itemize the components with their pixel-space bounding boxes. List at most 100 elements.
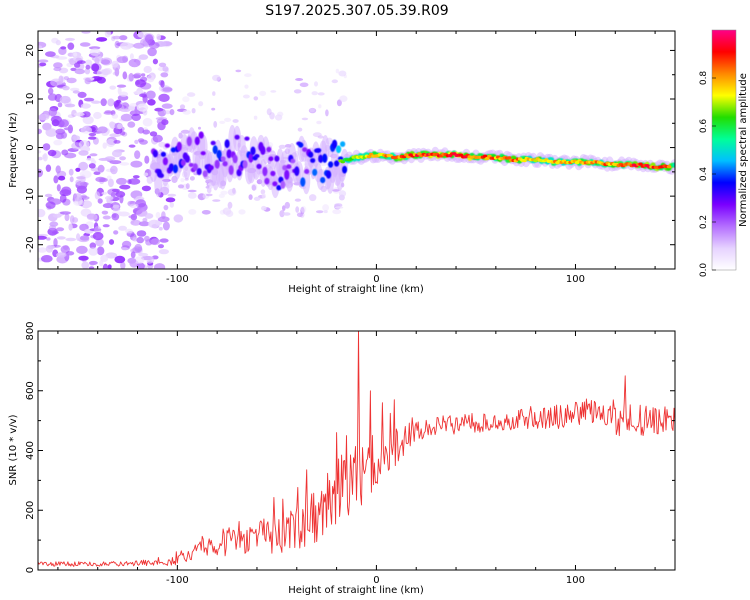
spectrogram-speckle [82,115,94,125]
spectrogram-speckle [163,204,169,211]
spectrogram-ytick-label: 20 [25,44,36,57]
spectrogram-speckle [59,194,67,203]
spectrogram-speckle [38,150,42,154]
spectrogram-speckle [334,203,343,208]
spectrogram-speckle [111,60,119,68]
spectrogram-ridge-cell [284,169,290,180]
spectrogram-speckle [39,62,47,67]
spectrogram-speckle [128,58,141,68]
spectrogram-ridge-cell [260,145,266,155]
spectrogram-ridge-cell [332,139,338,149]
spectrogram-ridge-cell [322,153,328,163]
spectrogram-speckle [323,210,328,214]
spectrogram-speckle [63,245,69,251]
spectrogram-speckle [104,110,113,114]
spectrogram-speckle [89,48,101,56]
spectrogram-speckle [56,236,66,240]
spectrogram-speckle [269,112,275,120]
spectrogram-speckle [50,78,63,87]
spectrogram-ridge-cell [672,162,675,168]
spectrogram-speckle [301,117,309,121]
spectrogram-speckle [55,132,64,140]
spectrogram-ridge-cell [310,158,316,163]
spectrogram-speckle [84,68,91,75]
spectrogram-speckle [78,140,90,149]
spectrogram-speckle [111,213,120,221]
spectrogram-speckle [55,39,61,46]
spectrogram-speckle [147,99,156,106]
spectrogram-speckle [232,187,236,194]
spectrogram-ridge-cell [268,156,274,162]
spectrogram-ridge-cell [216,149,222,159]
spectrogram-speckle [188,209,197,215]
spectrogram-speckle [224,117,232,122]
spectrogram-speckle [113,140,121,144]
spectrogram-ridge-cell [342,165,348,174]
spectrogram-speckle [212,74,221,82]
spectrogram-speckle [45,128,57,137]
snr-ytick-label: 0 [25,567,36,573]
spectrogram-speckle [73,193,83,202]
spectrogram-speckle [335,68,340,74]
spectrogram-ytick-label: -20 [25,237,36,253]
spectrogram-speckle [293,89,302,94]
spectrogram-speckle [78,150,89,156]
snr-xlabel: Height of straight line (km) [288,585,424,596]
spectrogram-speckle [248,194,253,200]
spectrogram-speckle [295,206,300,213]
spectrogram-speckle [128,178,141,185]
spectrogram-speckle [74,68,86,75]
spectrogram-ridge-cell [326,170,332,179]
spectrogram-speckle [134,256,145,264]
spectrogram-speckle [93,171,101,175]
spectrogram-speckle [132,175,140,179]
spectrogram-ytick-label: 10 [25,93,36,106]
spectrogram-speckle [53,238,58,247]
spectrogram-speckle [132,246,143,254]
spectrogram-speckle [101,191,108,195]
spectrogram-speckle [260,189,266,195]
spectrogram-ridge-cell [228,165,234,176]
spectrogram-speckle [97,126,108,134]
spectrogram-speckle [88,163,96,169]
spectrogram-speckle [322,204,329,212]
spectrogram-speckle [119,35,128,41]
spectrogram-speckle [295,78,304,81]
spectrogram-speckle [244,84,249,89]
spectrogram-speckle [112,35,122,40]
spectrogram-speckle [138,54,149,60]
spectrogram-speckle [53,139,63,146]
spectrogram-speckle [129,53,134,60]
spectrogram-speckle [38,208,46,218]
spectrogram-speckle [259,90,267,97]
spectrogram-speckle [104,31,111,38]
spectrogram-speckle [152,134,163,143]
colorbar-tick-label: 0.8 [699,71,709,86]
spectrogram-ridge-cell [304,169,310,174]
spectrogram-speckle [105,252,118,259]
spectrogram-speckle [186,92,196,97]
spectrogram-speckle [85,59,93,66]
spectrogram-speckle [96,246,105,256]
spectrogram-speckle [118,225,127,231]
spectrogram-speckle [111,149,122,158]
spectrogram-ridge-cell [164,143,170,148]
spectrogram-speckle [130,219,141,226]
colorbar-frame [711,29,737,271]
spectrogram-speckle [187,189,197,193]
spectrogram-speckle [213,121,218,128]
spectrogram-speckle [140,73,146,77]
spectrogram-speckle [55,165,61,174]
spectrogram-ridge-cell [340,141,346,147]
spectrogram-speckle [294,198,301,202]
spectrogram-speckle [79,42,91,47]
spectrogram-speckle [68,223,73,231]
spectrogram-speckle [309,194,317,202]
colorbar: 0.0 0.2 0.4 0.6 0.8 Normalized spectral ampl… [699,29,749,277]
spectrogram-speckle [56,227,65,232]
spectrogram-ridge-cell [272,181,278,187]
spectrogram-speckle [47,245,56,250]
spectrogram-speckle [242,94,250,99]
spectrogram-speckle [76,245,88,254]
spectrogram-speckle [102,142,107,149]
